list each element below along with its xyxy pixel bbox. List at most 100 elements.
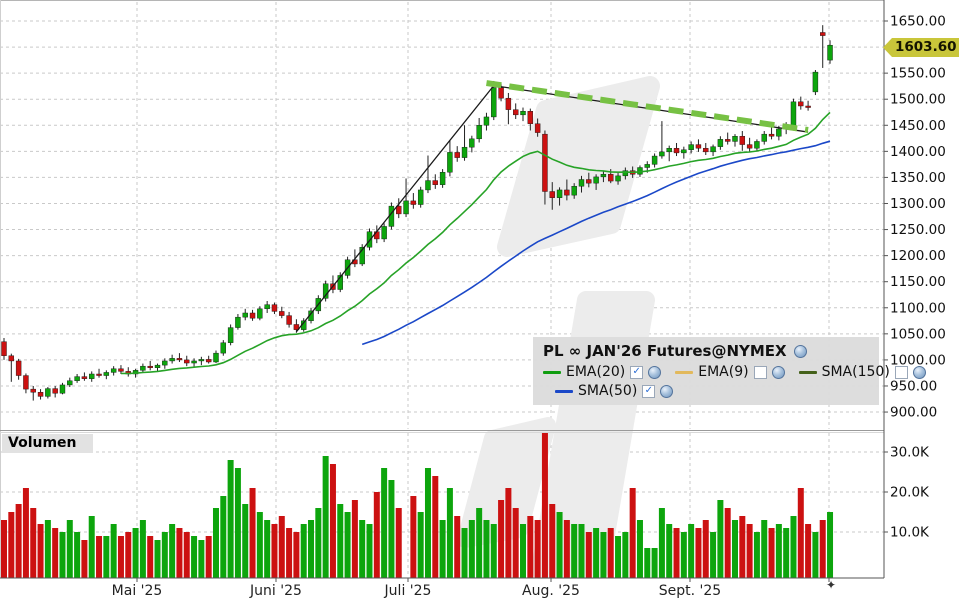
volume-bar [132, 528, 139, 578]
candle-down [739, 136, 746, 145]
volume-bar [293, 532, 300, 578]
candle-down [205, 359, 212, 363]
candle-up [257, 308, 263, 319]
candle-down [30, 388, 36, 393]
candle-up [403, 200, 409, 215]
watermark [497, 76, 660, 257]
candle-up [622, 170, 629, 177]
volume-bar [585, 532, 592, 578]
candle-up [688, 144, 694, 150]
volume-bar [234, 468, 241, 578]
volume-bar [154, 540, 161, 578]
legend-item-ema9: EMA(9) [675, 364, 785, 380]
candle-down [271, 304, 278, 312]
trendline [295, 85, 495, 333]
candle-up [644, 164, 650, 168]
candle-up [615, 175, 621, 182]
volume-bar [359, 520, 366, 578]
volume-bar [454, 516, 461, 578]
volume-bar [96, 536, 103, 578]
candle-up [381, 226, 387, 240]
volume-bar [476, 508, 483, 578]
sma150-checkbox[interactable] [894, 365, 908, 379]
globe-icon[interactable] [660, 384, 674, 398]
candle-down [820, 32, 826, 36]
globe-icon[interactable] [771, 365, 785, 379]
candle-down [498, 87, 504, 99]
candle-down [673, 148, 680, 154]
candle-down [23, 375, 29, 390]
volume-bar [205, 536, 212, 578]
volume-bar [680, 532, 687, 578]
volume-axis-label: 20.0K [890, 485, 930, 501]
volume-bar [753, 532, 760, 578]
volume-bar [797, 488, 804, 578]
series-color-swatch [675, 370, 694, 374]
candle-up [520, 111, 526, 116]
globe-icon[interactable] [648, 365, 662, 379]
candle-up [469, 138, 475, 148]
candle-up [666, 148, 672, 153]
ema20-checkbox[interactable]: ✓ [630, 365, 644, 379]
volume-bar [373, 492, 380, 578]
volume-bar [666, 524, 673, 578]
candle-up [754, 141, 760, 149]
candle-up [447, 152, 453, 173]
sma50-checkbox[interactable]: ✓ [642, 384, 656, 398]
price-axis-label: 1250.00 [890, 222, 946, 238]
volume-bar [520, 524, 527, 578]
volume-bar [468, 520, 475, 578]
volume-bar [242, 504, 249, 578]
price-axis-label: 1350.00 [890, 170, 946, 186]
candle-down [542, 133, 548, 192]
volume-axis-label: 30.0K [890, 445, 930, 461]
candle-up [681, 149, 687, 154]
volume-panel-label: Volumen [2, 434, 93, 453]
volume-bar [512, 508, 519, 578]
candle-up [776, 128, 782, 137]
price-axis-label: 1550.00 [890, 66, 946, 82]
volume-bar [615, 536, 622, 578]
overlay-line-ema(20) [120, 111, 831, 375]
candle-up [220, 342, 227, 354]
volume-bar [337, 504, 344, 578]
candle-down [249, 312, 256, 319]
candle-down [505, 97, 512, 110]
month-label: Sept. '25 [659, 583, 721, 599]
volume-bar [658, 508, 665, 578]
volume-bar [227, 460, 234, 578]
volume-bar [44, 520, 51, 578]
candle-up [154, 364, 161, 368]
volume-bar [571, 524, 578, 578]
legend-item-sma150: SMA(150) [798, 364, 926, 380]
month-label: Juni '25 [249, 583, 302, 599]
volume-bar [768, 528, 775, 578]
series-label: SMA(50) [578, 383, 638, 399]
volume-bar [593, 528, 600, 578]
price-axis-label: 1300.00 [890, 196, 946, 212]
volume-bar [695, 528, 702, 578]
price-axis-label: 1200.00 [890, 248, 946, 264]
globe-icon[interactable] [912, 365, 926, 379]
candle-down [703, 148, 709, 153]
price-axis-label: 1050.00 [890, 326, 946, 342]
price-axis-label: 1400.00 [890, 144, 946, 160]
volume-bar [688, 524, 695, 578]
volume-bar [103, 536, 110, 578]
volume-bar [541, 432, 548, 578]
volume-bar [8, 512, 15, 578]
volume-bar [381, 468, 388, 578]
candle-down [147, 365, 153, 368]
volume-bar [417, 512, 424, 578]
candle-up [213, 352, 219, 363]
candle-up [571, 186, 577, 196]
ema9-checkbox[interactable] [753, 365, 767, 379]
candle-up [227, 327, 234, 343]
volume-bar [805, 524, 812, 578]
price-axis-label: 1100.00 [890, 300, 946, 316]
globe-icon[interactable] [793, 344, 807, 358]
volume-bar [300, 524, 307, 578]
candle-down [286, 315, 292, 325]
candle-up [242, 312, 248, 318]
